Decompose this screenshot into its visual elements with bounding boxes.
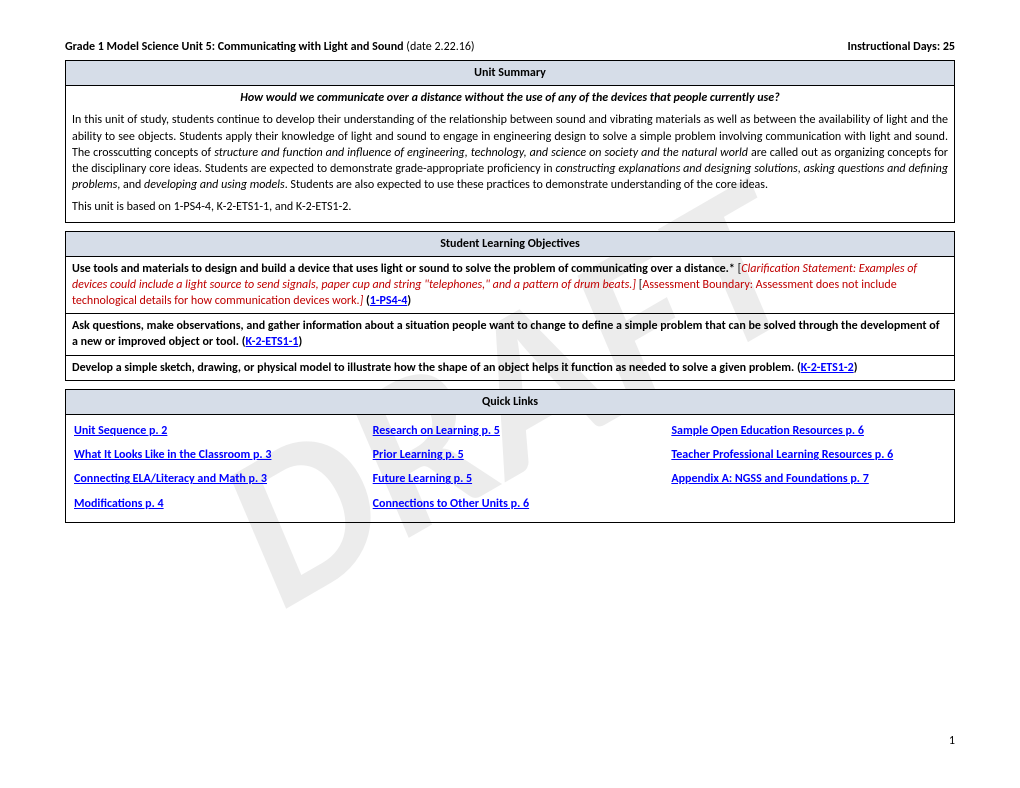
obj2-b: ) [298,335,302,349]
p1i: . Students are also expected to use thes… [285,178,768,192]
unit-summary-question: How would we communicate over a distance… [72,90,948,106]
link-k2-ets1-1[interactable]: K-2-ETS1-1 [245,335,298,349]
obj1-h: ) [407,294,411,308]
obj2-main: Ask questions, make observations, and ga… [72,319,940,349]
unit-summary-table: Unit Summary How would we communicate ov… [65,60,955,223]
page-header: Grade 1 Model Science Unit 5: Communicat… [65,40,955,54]
p1g: , and [117,178,144,192]
slo-obj3: Develop a simple sketch, drawing, or phy… [66,355,955,380]
ql-research[interactable]: Research on Learning p. 5 [373,423,648,439]
ql-connections[interactable]: Connections to Other Units p. 6 [373,496,648,512]
obj3-main: Develop a simple sketch, drawing, or phy… [72,361,801,375]
unit-summary-body: How would we communicate over a distance… [66,86,955,222]
page-content: Grade 1 Model Science Unit 5: Communicat… [0,0,1020,571]
unit-summary-heading: Unit Summary [66,61,955,86]
ql-teacher[interactable]: Teacher Professional Learning Resources … [671,447,946,463]
obj1-main: Use tools and materials to design and bu… [72,262,735,276]
p1d: constructing explanations and designing … [555,162,797,176]
header-title: Grade 1 Model Science Unit 5: Communicat… [65,40,475,54]
header-date: (date 2.22.16) [404,40,475,54]
ql-oer[interactable]: Sample Open Education Resources p. 6 [671,423,946,439]
p1h: developing and using models [144,178,285,192]
p1b: structure and function and influence of … [214,146,748,160]
quick-links-body: Unit Sequence p. 2 What It Looks Like in… [66,415,955,523]
ql-future[interactable]: Future Learning p. 5 [373,471,648,487]
unit-summary-p1: In this unit of study, students continue… [72,112,948,193]
header-title-bold: Grade 1 Model Science Unit 5: Communicat… [65,40,404,54]
slo-obj2: Ask questions, make observations, and ga… [66,314,955,355]
ql-appendix[interactable]: Appendix A: NGSS and Foundations p. 7 [671,471,946,487]
link-k2-ets1-2[interactable]: K-2-ETS1-2 [801,361,854,375]
ql-classroom[interactable]: What It Looks Like in the Classroom p. 3 [74,447,349,463]
ql-unit-sequence[interactable]: Unit Sequence p. 2 [74,423,349,439]
ql-prior[interactable]: Prior Learning p. 5 [373,447,648,463]
page-number: 1 [949,734,955,748]
ql-col-2: Research on Learning p. 5 Prior Learning… [373,423,648,512]
quick-links-grid: Unit Sequence p. 2 What It Looks Like in… [72,419,948,518]
slo-table: Student Learning Objectives Use tools an… [65,231,955,381]
quick-links-heading: Quick Links [66,389,955,414]
slo-obj1: Use tools and materials to design and bu… [66,256,955,314]
obj3-b: ) [854,361,858,375]
unit-summary-p2: This unit is based on 1-PS4-4, K-2-ETS1-… [72,199,948,215]
ql-col-1: Unit Sequence p. 2 What It Looks Like in… [74,423,349,512]
ql-modifications[interactable]: Modifications p. 4 [74,496,349,512]
instructional-days: Instructional Days: 25 [847,40,955,54]
ql-col-3: Sample Open Education Resources p. 6 Tea… [671,423,946,512]
quick-links-table: Quick Links Unit Sequence p. 2 What It L… [65,389,955,523]
slo-heading: Student Learning Objectives [66,231,955,256]
ql-ela-math[interactable]: Connecting ELA/Literacy and Math p. 3 [74,471,349,487]
link-1-ps4-4[interactable]: 1-PS4-4 [370,294,408,308]
